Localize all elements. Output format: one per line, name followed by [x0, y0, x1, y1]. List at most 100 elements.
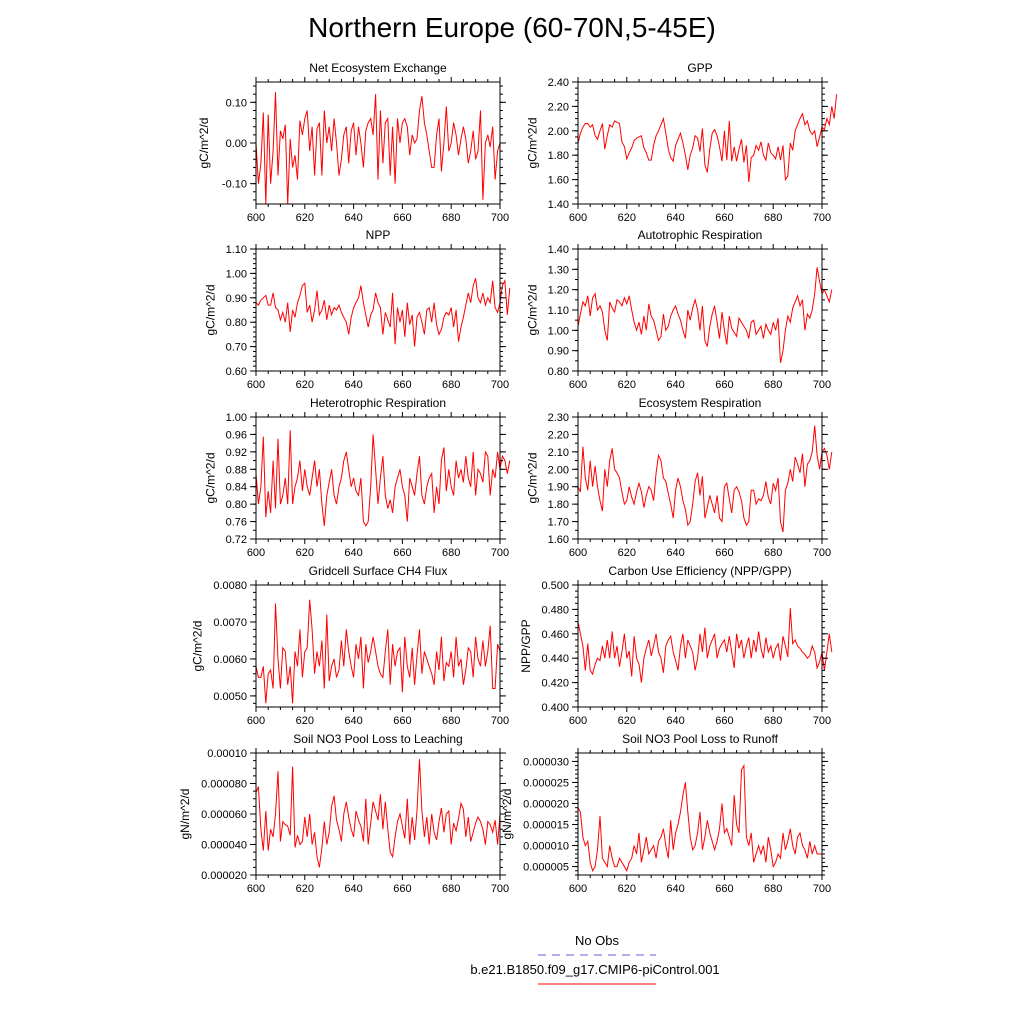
- panel-2: 600 620 640 660 680 700 1.40 1.60 1.80 2.00 2.20 2.…: [525, 61, 838, 224]
- y-tick-label: 0.440: [541, 653, 569, 665]
- y-tick-label: 0.80: [226, 499, 247, 511]
- y-tick-label: 1.00: [548, 325, 569, 337]
- panel-title: NPP: [366, 228, 391, 242]
- x-tick-label: 600: [569, 212, 587, 224]
- y-tick-label: 1.60: [548, 175, 569, 187]
- y-axis-label: gC/m^2/d: [525, 285, 539, 336]
- x-tick-label: 600: [569, 883, 587, 895]
- panel-3: 600 620 640 660 680 700 0.60 0.70 0.80 0.90 1.00 1.…: [203, 228, 511, 391]
- y-tick-label: 0.400: [541, 702, 569, 714]
- x-tick-label: 660: [393, 212, 411, 224]
- y-tick-label: 2.00: [548, 464, 569, 476]
- panel-title: Autotrophic Respiration: [638, 228, 763, 242]
- x-tick-label: 640: [344, 547, 362, 559]
- x-tick-label: 600: [247, 379, 265, 391]
- legend: [538, 954, 656, 985]
- x-tick-label: 640: [344, 715, 362, 727]
- x-tick-label: 660: [715, 379, 733, 391]
- x-tick-label: 700: [491, 212, 509, 224]
- panel-title: Carbon Use Efficiency (NPP/GPP): [608, 564, 791, 578]
- y-tick-label: 1.80: [548, 499, 569, 511]
- y-tick-label: 0.000060: [201, 809, 247, 821]
- panel-title: Net Ecosystem Exchange: [309, 61, 447, 75]
- y-tick-label: 1.70: [548, 517, 569, 529]
- y-tick-label: 0.000080: [201, 779, 247, 791]
- x-tick-label: 620: [618, 547, 636, 559]
- x-tick-label: 620: [618, 715, 636, 727]
- y-tick-label: 1.10: [226, 244, 247, 256]
- x-tick-label: 700: [491, 379, 509, 391]
- x-tick-label: 700: [813, 715, 831, 727]
- x-tick-label: 680: [442, 379, 460, 391]
- y-tick-label: 2.40: [548, 77, 569, 89]
- plot-frame: [255, 81, 501, 205]
- y-tick-label: 0.00: [226, 138, 247, 150]
- panel-1: 600 620 640 660 680 700 -0.10 0.00 0.10 Net Ecosy…: [197, 61, 509, 224]
- data-line: [255, 430, 511, 527]
- y-tick-label: 0.0060: [213, 654, 247, 666]
- y-axis-label: gC/m^2/d: [525, 118, 539, 169]
- x-tick-label: 640: [666, 212, 684, 224]
- y-tick-label: 0.72: [226, 534, 247, 546]
- x-tick-label: 620: [618, 379, 636, 391]
- panel-7: 600 620 640 660 680 700 0.0050 0.0060 0.0070 0.00…: [191, 564, 510, 727]
- x-tick-label: 660: [715, 547, 733, 559]
- x-tick-label: 640: [344, 883, 362, 895]
- data-line: [577, 94, 838, 183]
- data-line: [255, 759, 501, 868]
- x-tick-label: 620: [296, 379, 314, 391]
- x-tick-label: 640: [666, 715, 684, 727]
- y-tick-label: 2.00: [548, 126, 569, 138]
- x-tick-label: 600: [569, 379, 587, 391]
- y-tick-label: 0.10: [226, 97, 247, 109]
- x-tick-label: 620: [296, 715, 314, 727]
- x-tick-label: 660: [393, 715, 411, 727]
- y-axis-label: gN/m^2/d: [500, 789, 514, 840]
- y-axis-label: gC/m^2/d: [203, 453, 217, 504]
- x-tick-label: 700: [491, 883, 509, 895]
- y-tick-label: 0.76: [226, 517, 247, 529]
- x-tick-label: 660: [715, 715, 733, 727]
- x-tick-label: 600: [247, 883, 265, 895]
- x-tick-label: 700: [813, 379, 831, 391]
- data-line: [577, 267, 833, 364]
- y-tick-label: 0.000015: [523, 820, 569, 832]
- y-tick-label: 1.20: [548, 285, 569, 297]
- x-tick-label: 680: [764, 883, 782, 895]
- x-tick-label: 620: [296, 547, 314, 559]
- y-tick-label: 2.20: [548, 101, 569, 113]
- panel-title: Soil NO3 Pool Loss to Runoff: [622, 732, 779, 746]
- x-tick-label: 600: [247, 715, 265, 727]
- x-tick-label: 640: [666, 379, 684, 391]
- x-tick-label: 640: [344, 212, 362, 224]
- data-line: [577, 608, 833, 683]
- y-axis-label: gC/m^2/d: [203, 285, 217, 336]
- x-tick-label: 660: [715, 212, 733, 224]
- x-tick-label: 660: [715, 883, 733, 895]
- y-tick-label: 2.30: [548, 412, 569, 424]
- data-line: [577, 763, 822, 873]
- y-tick-label: 1.60: [548, 534, 569, 546]
- x-tick-label: 680: [764, 212, 782, 224]
- y-tick-label: 1.30: [548, 264, 569, 276]
- y-tick-label: 1.80: [548, 150, 569, 162]
- legend-model-label: b.e21.B1850.f09_g17.CMIP6-piControl.001: [470, 962, 720, 977]
- y-tick-label: 0.000030: [523, 756, 569, 768]
- y-tick-label: 0.000020: [201, 870, 247, 882]
- y-tick-label: 2.10: [548, 447, 569, 459]
- data-line: [255, 92, 501, 205]
- y-tick-label: 1.90: [548, 482, 569, 494]
- y-tick-label: 0.96: [226, 429, 247, 441]
- data-line: [577, 425, 833, 533]
- panel-10: 600 620 640 660 680 700 0.000005 0.000010 0.0000…: [500, 732, 831, 895]
- y-axis-label: gC/m^2/d: [525, 453, 539, 504]
- y-tick-label: 0.90: [548, 346, 569, 358]
- y-tick-label: 0.60: [226, 366, 247, 378]
- x-tick-label: 700: [813, 547, 831, 559]
- y-tick-label: 0.70: [226, 342, 247, 354]
- x-tick-label: 680: [442, 547, 460, 559]
- y-axis-label: gC/m^2/d: [191, 621, 205, 672]
- y-tick-label: 0.80: [226, 317, 247, 329]
- panel-title: Heterotrophic Respiration: [310, 396, 446, 410]
